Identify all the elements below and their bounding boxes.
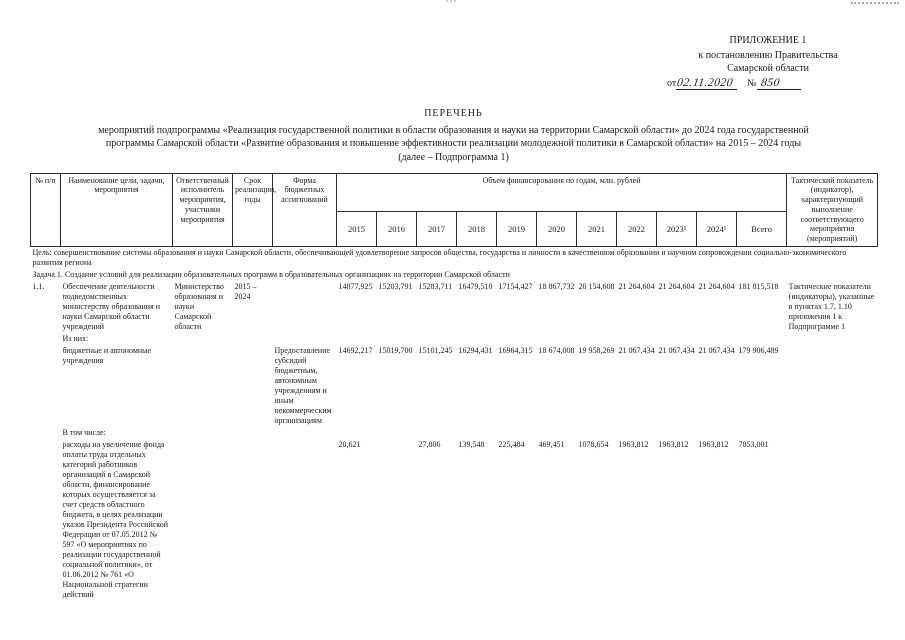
row-indicator: Тактические показатели (индикаторы), ука… bbox=[788, 281, 875, 331]
col-header-year: 2021 bbox=[576, 211, 617, 247]
row-form: Предоставление субсидий бюджетным, автон… bbox=[274, 345, 332, 425]
value-cell: 15283,711 bbox=[418, 281, 453, 291]
col-header-year: 2023¹ bbox=[656, 211, 697, 247]
col-header-year: 2019 bbox=[496, 211, 537, 247]
col-header-year: 2017 bbox=[416, 211, 457, 247]
value-cell: 18 674,008 bbox=[538, 345, 575, 355]
col-header-executor: Ответственный исполнитель мероприятия, у… bbox=[172, 172, 233, 247]
value-cell: 21 067,434 bbox=[658, 345, 695, 355]
goal-text: Цель: совершенствование системы образова… bbox=[32, 247, 847, 267]
appendix-title: ПРИЛОЖЕНИЕ 1 bbox=[729, 35, 807, 46]
value-cell: 19 958,269 bbox=[578, 345, 615, 355]
scan-artifact-mark bbox=[851, 2, 899, 4]
title-line: программы Самарской области «Развитие об… bbox=[105, 138, 802, 150]
row-term: 2015 – 2024 bbox=[234, 281, 257, 301]
col-header-financing: Объем финансирования по годам, млн. рубл… bbox=[335, 172, 788, 213]
value-cell: 21 264,604 bbox=[698, 281, 735, 291]
value-cell: 225,484 bbox=[498, 439, 525, 449]
row-label: В том числе: bbox=[62, 427, 106, 437]
title-line: мероприятий подпрограммы «Реализация гос… bbox=[98, 125, 809, 137]
value-cell-total: 7853,001 bbox=[738, 439, 769, 449]
value-cell: 1963,812 bbox=[618, 439, 649, 449]
value-cell: 14877,925 bbox=[338, 281, 373, 291]
col-header-year: 2020 bbox=[536, 211, 577, 247]
value-cell: 469,451 bbox=[538, 439, 565, 449]
goal-row: Цель: совершенствование системы образова… bbox=[31, 246, 878, 269]
row-name: Обеспечение деятельности подведомственны… bbox=[62, 281, 161, 331]
value-cell: 15101,245 bbox=[418, 345, 453, 355]
table-row: бюджетные и автономные учреждения Предос… bbox=[31, 345, 878, 427]
appendix-line: к постановлению Правительства bbox=[698, 50, 838, 61]
value-cell: 14692,217 bbox=[338, 345, 373, 355]
from-label: от bbox=[667, 78, 677, 89]
value-cell: 16294,431 bbox=[458, 345, 493, 355]
value-cell: 15019,700 bbox=[378, 345, 413, 355]
row-label: Из них: bbox=[62, 333, 89, 343]
col-header-num: № п/п bbox=[30, 172, 61, 247]
financing-table: № п/п Наименование цели, задачи, меропри… bbox=[30, 172, 879, 601]
row-number: 1.1. bbox=[32, 281, 45, 291]
col-header-year: 2016 bbox=[376, 211, 417, 247]
value-cell: 27,806 bbox=[418, 439, 441, 449]
value-cell: 16964,315 bbox=[498, 345, 533, 355]
col-header-form: Форма бюджетных ассигнований bbox=[272, 172, 337, 247]
row-executor: Министерство образования и науки Самарск… bbox=[174, 281, 224, 331]
value-cell: 17154,427 bbox=[498, 281, 533, 291]
col-header-year-total: Всего bbox=[735, 211, 788, 247]
col-header-indicator: Тактический показатель (индикатор), хара… bbox=[786, 172, 879, 247]
col-header-year: 2018 bbox=[456, 211, 497, 247]
col-header-year: 2024¹ bbox=[696, 211, 737, 247]
document-date-line: от02.11.2020 № 850 bbox=[659, 76, 877, 91]
table-row: 1.1. Обеспечение деятельности подведомст… bbox=[31, 281, 878, 333]
table-year-header-row: 2015 2016 2017 2018 2019 2020 2021 2022 … bbox=[31, 211, 878, 247]
value-cell: 1078,654 bbox=[578, 439, 609, 449]
table-header-row: № п/п Наименование цели, задачи, меропри… bbox=[30, 172, 879, 247]
value-cell-total: 181 815,518 bbox=[738, 281, 779, 291]
title-line: (далее – Подпрограмма 1) bbox=[398, 151, 509, 163]
scan-artifact-mark bbox=[446, 0, 456, 2]
number-label: № bbox=[747, 78, 757, 89]
value-cell: 20,621 bbox=[338, 439, 361, 449]
value-cell: 21 067,434 bbox=[618, 345, 655, 355]
handwritten-date: 02.11.2020 bbox=[676, 77, 735, 89]
col-header-year: 2022 bbox=[616, 211, 657, 247]
value-cell: 21 264,604 bbox=[618, 281, 655, 291]
task-row: Задача 1. Создание условий для реализаци… bbox=[31, 269, 878, 281]
row-name: бюджетные и автономные учреждения bbox=[62, 345, 152, 365]
document-title-block: ПЕРЕЧЕНЬ мероприятий подпрограммы «Реали… bbox=[30, 107, 877, 164]
appendix-block: ПРИЛОЖЕНИЕ 1 к постановлению Правительст… bbox=[659, 34, 877, 91]
appendix-line: Самарской области bbox=[727, 63, 809, 74]
value-cell: 21 264,604 bbox=[658, 281, 695, 291]
value-cell: 16479,510 bbox=[458, 281, 493, 291]
row-name: расходы на увеличение фонда оплаты труда… bbox=[62, 439, 169, 599]
value-cell: 20 154,608 bbox=[578, 281, 615, 291]
task-text: Задача 1. Создание условий для реализаци… bbox=[32, 269, 510, 279]
row-form bbox=[273, 281, 337, 333]
value-cell-total: 179 906,489 bbox=[738, 345, 779, 355]
document-title: ПЕРЕЧЕНЬ bbox=[424, 107, 483, 119]
value-cell: 1963,812 bbox=[698, 439, 729, 449]
col-header-name: Наименование цели, задачи, мероприятия bbox=[60, 172, 173, 247]
col-header-term: Срок реализации, годы bbox=[232, 172, 276, 247]
value-cell: 139,548 bbox=[458, 439, 485, 449]
value-cell: 21 067,434 bbox=[698, 345, 735, 355]
table-row: В том числе: bbox=[31, 427, 878, 439]
value-cell bbox=[377, 439, 417, 601]
handwritten-number: 850 bbox=[759, 77, 781, 89]
value-cell: 1963,812 bbox=[658, 439, 689, 449]
table-row: Из них: bbox=[31, 333, 878, 345]
col-header-year: 2015 bbox=[336, 211, 377, 247]
value-cell: 18 867,732 bbox=[538, 281, 575, 291]
table-row: расходы на увеличение фонда оплаты труда… bbox=[31, 439, 878, 601]
value-cell: 15203,791 bbox=[378, 281, 413, 291]
